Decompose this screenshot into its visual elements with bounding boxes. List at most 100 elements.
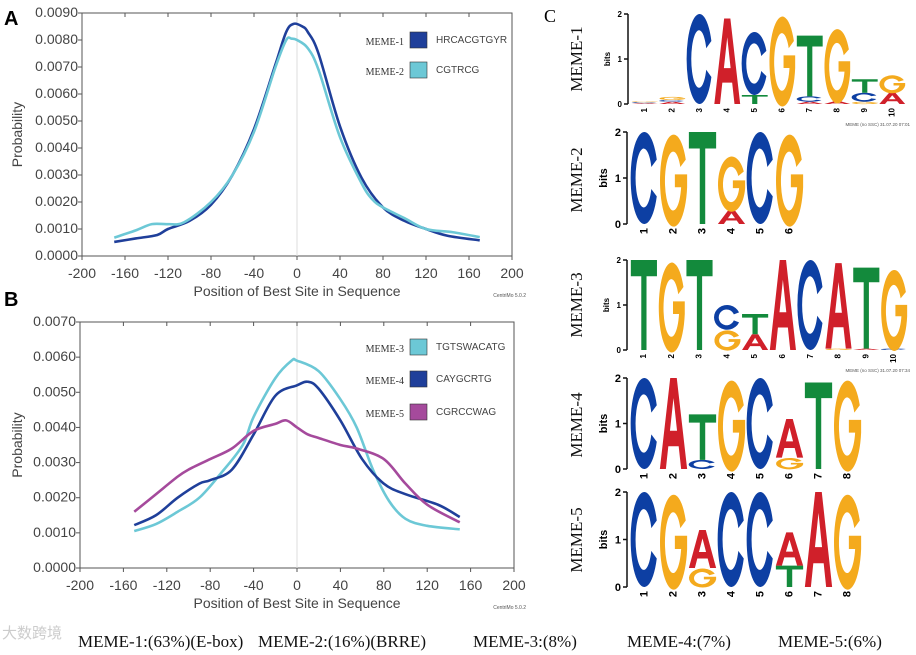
logo-letter-g (879, 75, 906, 94)
y-tick-label: 0.0040 (35, 139, 78, 155)
series-line-meme-5 (133, 419, 461, 524)
x-tick-label: -200 (66, 577, 94, 593)
logo-letter-c (880, 348, 906, 350)
logo-position-label: 3 (696, 473, 708, 479)
legend-swatch (409, 31, 428, 49)
logo-letter-c (851, 92, 877, 102)
legend-motif: HRCACGTGYR (436, 35, 507, 46)
x-axis-label: Position of Best Site in Sequence (193, 595, 400, 611)
y-tick-label: 0.0070 (33, 313, 76, 329)
logo-position-label: 3 (696, 228, 708, 234)
logo-letter-g (659, 96, 686, 101)
logo-position-label: 5 (750, 107, 759, 112)
series-line-meme-1 (114, 22, 480, 244)
logo-position-label: 7 (806, 353, 815, 358)
logo-footnote: MEME (no SSC) 31.07.20 07:34 (845, 368, 910, 373)
logo-letter-g (776, 134, 804, 227)
logo-position-label: 10 (887, 107, 896, 116)
logo-letter-g (834, 494, 862, 590)
y-tick-label: 0.0070 (35, 58, 78, 74)
logo-letter-t (853, 267, 880, 349)
logo-position-label: 4 (725, 472, 737, 479)
logo-letter-t (804, 382, 833, 469)
panel-label-c: C (544, 6, 556, 26)
logo-position-label: 7 (812, 473, 824, 479)
logo-position-label: 6 (783, 473, 795, 479)
logo-position-label: 6 (783, 591, 795, 597)
logo-letter-a (879, 92, 906, 104)
logo-y-tick-label: 2 (615, 127, 621, 139)
logo-footnote: MEME (no SSC) 31.07.20 07:01 (845, 122, 910, 127)
logo-position-label: 9 (861, 353, 870, 358)
logo-letter-t (688, 414, 717, 460)
logo-position-label: 3 (696, 591, 708, 597)
logo-letter-a (714, 18, 741, 104)
logo-letter-g (658, 262, 685, 353)
logo-letter-g (689, 568, 717, 588)
logo-y-label: bits (598, 168, 610, 188)
logo-y-tick-label: 1 (618, 55, 623, 64)
logo-letter-c (714, 305, 740, 330)
logo-letter-a (659, 101, 686, 104)
x-tick-label: -40 (243, 577, 263, 593)
y-tick-label: 0.0000 (33, 559, 76, 575)
logo-position-label: 1 (639, 353, 648, 358)
logo-position-label: 4 (725, 590, 737, 597)
logo-letter-g (714, 330, 741, 351)
logo-letter-c (630, 378, 657, 469)
logo-letter-a (659, 378, 688, 469)
x-tick-label: 200 (502, 577, 526, 593)
logo-meme-5: MEME-5 0 1 2 bits 1 2 3 4 5 6 7 8 (567, 487, 862, 597)
logo-y-tick-label: 2 (618, 10, 623, 19)
logo-y-tick-label: 0 (618, 100, 623, 109)
logo-letter-a (769, 260, 796, 350)
logo-letter-c (717, 492, 744, 587)
x-tick-label: -120 (154, 265, 182, 281)
y-tick-label: 0.0000 (35, 247, 78, 263)
x-tick-label: 160 (457, 265, 481, 281)
logo-position-label: 4 (725, 227, 737, 234)
logo-y-tick-label: 2 (615, 487, 621, 499)
logo-letter-a (717, 210, 746, 224)
logo-letter-c (746, 492, 773, 587)
logo-letter-c (659, 99, 684, 102)
logo-meme-2: MEME-2 0 1 2 bits 1 2 3 4 5 6 (567, 127, 804, 234)
chart-b: -200 -160 -120 -80 -40 0 40 80 120 160 200 0.0000 0.… (9, 313, 526, 611)
logo-position-label: 7 (812, 591, 824, 597)
y-tick-label: 0.0020 (33, 489, 76, 505)
logo-letter-a (804, 492, 833, 587)
logo-letter-c (631, 102, 657, 104)
logo-position-label: 1 (638, 591, 650, 597)
x-tick-label: -80 (200, 577, 220, 593)
logo-letter-a (775, 532, 804, 566)
logo-meme-4: MEME-4 0 1 2 bits 1 2 3 4 5 6 7 8 (567, 373, 862, 479)
logo-letter-a (775, 418, 804, 458)
logo-name: MEME-5 (567, 507, 586, 572)
logo-letter-c (746, 132, 773, 224)
x-tick-label: -120 (153, 577, 181, 593)
charts: -200 -160 -120 -80 -40 0 40 80 120 160 200 0.0000 0.… (9, 4, 526, 611)
logo-y-tick-label: 2 (617, 256, 622, 265)
logo-y-tick-label: 1 (615, 534, 621, 546)
logo-letter-g (718, 156, 746, 212)
logo-position-label: 5 (754, 473, 766, 479)
logo-letter-c (686, 14, 712, 105)
x-axis-label: Position of Best Site in Sequence (193, 283, 400, 299)
y-tick-label: 0.0040 (33, 418, 76, 434)
y-tick-label: 0.0060 (35, 85, 78, 101)
logo-letter-t (741, 95, 768, 104)
y-tick-label: 0.0010 (33, 524, 76, 540)
logo-letter-c (688, 459, 715, 469)
logo-y-tick-label: 0 (615, 464, 621, 476)
logo-position-label: 2 (667, 107, 676, 112)
panel-label-b: B (4, 289, 18, 311)
credit-label: CentriMo 5.0.2 (493, 293, 526, 299)
y-tick-label: 0.0060 (33, 348, 76, 364)
logo-y-tick-label: 1 (615, 418, 621, 430)
logo-letter-a (742, 334, 769, 350)
legend-series-name: MEME-4 (366, 376, 404, 387)
credit-label: CentriMo 5.0.2 (493, 605, 526, 611)
logo-position-label: 5 (750, 353, 759, 358)
logo-position-label: 1 (638, 228, 650, 234)
logo-letter-a (825, 263, 852, 349)
